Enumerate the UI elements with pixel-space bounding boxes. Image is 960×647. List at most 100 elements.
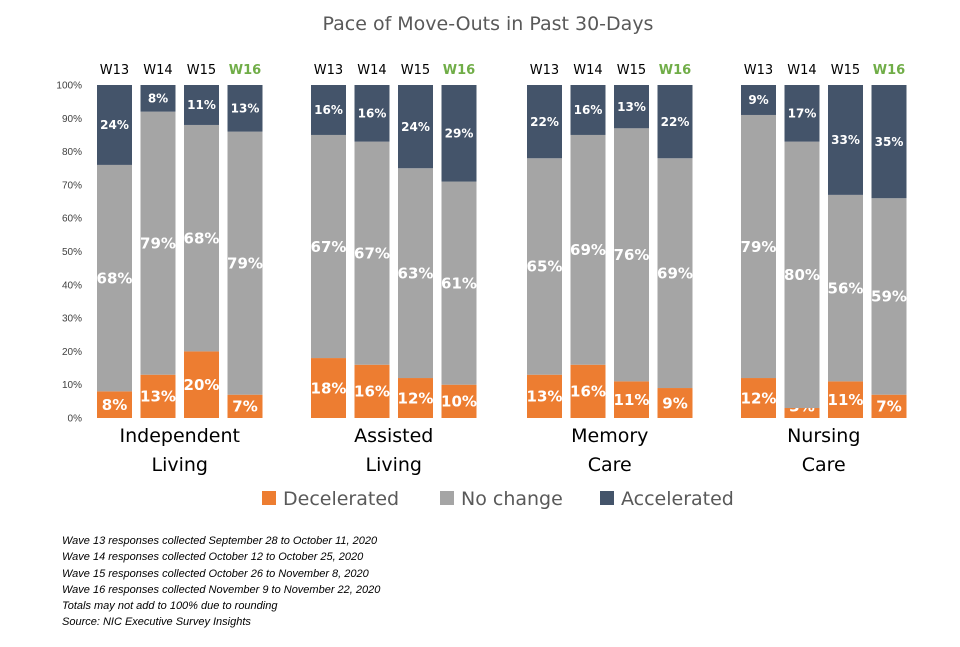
data-label: 18% bbox=[311, 379, 347, 397]
bar-segment-nursing-care-w13-accelerated bbox=[741, 85, 776, 115]
category-label-nursing-care-line-2: Care bbox=[802, 454, 846, 476]
bar-segment-independent-living-w16-accelerated bbox=[227, 85, 263, 132]
category-label-independent-living-line-1: Independent bbox=[120, 425, 240, 447]
y-tick-label: 100% bbox=[56, 81, 82, 92]
y-tick-label: 10% bbox=[62, 380, 82, 391]
bar-segment-assisted-living-w16-accelerated bbox=[441, 85, 477, 182]
chart-title: Pace of Move-Outs in Past 30-Days bbox=[323, 13, 654, 35]
bar-segment-assisted-living-w15-accelerated bbox=[398, 85, 433, 169]
bar-segment-nursing-care-w14-no-change bbox=[784, 141, 820, 409]
y-tick-label: 40% bbox=[62, 280, 82, 291]
bar-segment-independent-living-w15-accelerated bbox=[184, 85, 219, 125]
bar-segment-independent-living-w15-decelerated bbox=[184, 351, 219, 418]
data-label: 10% bbox=[441, 393, 477, 411]
bar-segment-nursing-care-w15-no-change bbox=[828, 194, 863, 382]
bar-segment-memory-care-w16-decelerated bbox=[657, 388, 693, 418]
y-tick-label: 0% bbox=[68, 414, 83, 425]
data-label: 8% bbox=[148, 92, 168, 106]
data-label: 24% bbox=[401, 120, 430, 134]
category-label-nursing-care-line-1: Nursing bbox=[787, 425, 860, 447]
category-label-assisted-living-line-1: Assisted bbox=[354, 425, 433, 447]
wave-labels: W13 W14 W15 W16 W13 W14 W15 W16 W13 W14 W15 W16 W13 W… bbox=[100, 63, 905, 78]
data-label: 67% bbox=[354, 244, 390, 262]
wave-label-independent-living-w13: W13 bbox=[100, 63, 129, 78]
data-label: 13% bbox=[140, 388, 176, 406]
bars: 8% 68% 24% 13% 79% 8% 20% 68% 11% 7% 79% 13% 18% 67% 1… bbox=[97, 85, 907, 418]
y-tick-label: 60% bbox=[62, 214, 82, 225]
data-label: 33% bbox=[831, 133, 860, 147]
data-label: 13% bbox=[231, 102, 260, 116]
bar-segment-nursing-care-w16-decelerated bbox=[871, 394, 907, 418]
bar-segment-independent-living-w16-no-change bbox=[227, 131, 263, 395]
data-label: 76% bbox=[614, 246, 650, 264]
wave-label-memory-care-w15: W15 bbox=[617, 63, 646, 78]
category-label-memory-care-line-2: Care bbox=[588, 454, 632, 476]
wave-label-assisted-living-w15: W15 bbox=[401, 63, 430, 78]
legend: Decelerated No change Accelerated bbox=[262, 488, 734, 510]
legend-label-decelerated: Decelerated bbox=[283, 488, 399, 510]
footnote-wave-13: Wave 13 responses collected September 28… bbox=[62, 535, 378, 547]
category-label-memory-care-line-1: Memory bbox=[571, 425, 648, 447]
wave-label-memory-care-w16: W16 bbox=[659, 63, 691, 78]
wave-label-nursing-care-w15: W15 bbox=[831, 63, 860, 78]
data-label: 69% bbox=[570, 241, 606, 259]
data-label: 79% bbox=[227, 254, 263, 272]
y-tick-label: 50% bbox=[62, 247, 82, 258]
group-labels: Independent Living Assisted Living Memory Car… bbox=[120, 425, 861, 476]
bar-segment-nursing-care-w13-no-change bbox=[741, 114, 776, 379]
data-label: 20% bbox=[184, 376, 220, 394]
data-label: 22% bbox=[530, 115, 559, 129]
bar-segment-assisted-living-w15-no-change bbox=[398, 168, 433, 379]
y-tick-label: 30% bbox=[62, 314, 82, 325]
bar-segment-assisted-living-w13-accelerated bbox=[311, 85, 346, 135]
wave-label-nursing-care-w14: W14 bbox=[787, 63, 816, 78]
y-tick-label: 80% bbox=[62, 147, 82, 158]
data-label: 16% bbox=[354, 383, 390, 401]
footnote-wave-14: Wave 14 responses collected October 12 t… bbox=[62, 551, 364, 564]
data-label: 7% bbox=[876, 397, 901, 415]
data-label: 56% bbox=[828, 279, 864, 297]
data-label: 16% bbox=[570, 383, 606, 401]
data-label: 69% bbox=[657, 264, 693, 282]
data-label: 63% bbox=[398, 264, 434, 282]
bar-segment-independent-living-w14-no-change bbox=[140, 111, 176, 375]
wave-label-memory-care-w14: W14 bbox=[573, 63, 602, 78]
bar-segment-assisted-living-w16-no-change bbox=[441, 181, 477, 385]
data-label: 29% bbox=[445, 126, 474, 140]
bar-segment-memory-care-w14-no-change bbox=[570, 134, 606, 365]
wave-label-assisted-living-w13: W13 bbox=[314, 63, 343, 78]
bar-segment-memory-care-w16-no-change bbox=[657, 158, 693, 389]
bar-segment-nursing-care-w16-accelerated bbox=[871, 85, 907, 199]
data-label: 16% bbox=[574, 103, 603, 117]
bar-segment-independent-living-w16-decelerated bbox=[227, 394, 263, 418]
legend-label-accelerated: Accelerated bbox=[621, 488, 734, 510]
bar-segment-memory-care-w13-accelerated bbox=[527, 85, 562, 159]
bar-segment-nursing-care-w14-decelerated bbox=[784, 408, 820, 418]
bar-segment-nursing-care-w14-accelerated bbox=[784, 85, 820, 142]
legend-swatch-accelerated bbox=[600, 491, 614, 505]
data-label: 11% bbox=[187, 98, 216, 112]
data-label: 16% bbox=[314, 103, 343, 117]
data-label: 7% bbox=[232, 397, 257, 415]
bar-segment-memory-care-w14-accelerated bbox=[570, 85, 606, 135]
data-label: 16% bbox=[358, 107, 387, 121]
bar-segment-independent-living-w14-accelerated bbox=[140, 85, 176, 112]
bar-segment-independent-living-w13-decelerated bbox=[97, 391, 132, 418]
data-label: 12% bbox=[398, 389, 434, 407]
data-label: 24% bbox=[100, 118, 129, 132]
bar-segment-memory-care-w15-decelerated bbox=[614, 381, 649, 418]
bar-segment-assisted-living-w13-no-change bbox=[311, 134, 346, 359]
data-label: 68% bbox=[184, 229, 220, 247]
bar-segment-nursing-care-w15-decelerated bbox=[828, 381, 863, 418]
data-label: 13% bbox=[617, 100, 646, 114]
wave-label-independent-living-w14: W14 bbox=[143, 63, 172, 78]
data-label: 9% bbox=[662, 394, 687, 412]
bar-segment-assisted-living-w14-decelerated bbox=[354, 364, 390, 418]
data-label: 67% bbox=[311, 238, 347, 256]
bar-segment-nursing-care-w13-decelerated bbox=[741, 378, 776, 418]
wave-label-independent-living-w15: W15 bbox=[187, 63, 216, 78]
bar-segment-assisted-living-w13-decelerated bbox=[311, 358, 346, 418]
data-label: 65% bbox=[527, 258, 563, 276]
y-axis: 0% 10% 20% 30% 40% 50% 60% 70% 80% 90% 100% bbox=[56, 81, 82, 425]
